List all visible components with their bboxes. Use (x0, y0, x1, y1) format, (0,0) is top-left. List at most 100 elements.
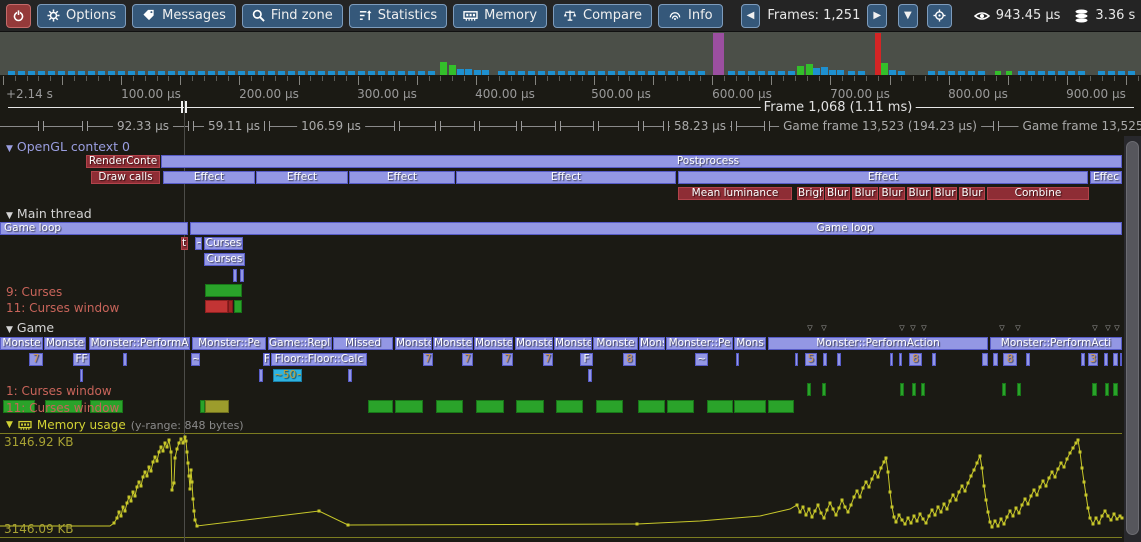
zone-bar[interactable] (200, 400, 205, 413)
zone-bar[interactable]: Game::Replay (268, 337, 332, 350)
zone-bar[interactable]: Monster::Pe (666, 337, 733, 350)
zone-bar[interactable] (205, 284, 242, 297)
messages-button[interactable]: Messages (132, 3, 236, 28)
zone-bar[interactable]: 3 (1088, 353, 1098, 366)
zone-bar[interactable] (395, 400, 423, 413)
zone-bar[interactable] (667, 400, 694, 413)
find-zone-button[interactable]: Find zone (241, 3, 343, 28)
goto-frame-button[interactable] (926, 3, 952, 28)
zone-bar[interactable] (205, 400, 229, 413)
zone-bar[interactable] (80, 369, 83, 382)
zone-bar[interactable] (921, 383, 925, 396)
collapsed-zone-marker-icon[interactable]: ▽ (1092, 324, 1098, 332)
zone-bar[interactable]: Effec (1090, 171, 1122, 184)
zone-bar[interactable]: Monste (395, 337, 432, 350)
zone-bar[interactable]: Effect (256, 171, 348, 184)
zone-bar[interactable] (807, 383, 811, 396)
zone-bar[interactable] (516, 400, 544, 413)
options-button[interactable]: Options (37, 3, 127, 28)
zone-bar[interactable]: Blur (959, 187, 985, 200)
zone-bar[interactable] (259, 369, 263, 382)
thread-track-label[interactable]: 9: Curses (6, 285, 63, 299)
zone-bar[interactable]: 7 (29, 353, 43, 366)
zone-bar[interactable] (1105, 383, 1109, 396)
zone-bar[interactable]: Effect (678, 171, 1088, 184)
zone-bar[interactable] (795, 353, 798, 366)
zone-bar[interactable]: Monste (0, 337, 43, 350)
zone-bar[interactable] (638, 400, 665, 413)
vertical-scrollbar[interactable] (1124, 136, 1141, 542)
compare-button[interactable]: Compare (553, 3, 653, 28)
zone-bar[interactable] (205, 300, 228, 313)
zone-bar[interactable]: Monster::PerformA (89, 337, 190, 350)
zone-bar[interactable] (436, 400, 463, 413)
zone-bar[interactable] (1081, 353, 1085, 366)
zone-bar[interactable] (993, 353, 998, 366)
zone-bar[interactable] (707, 400, 733, 413)
zone-bar[interactable] (588, 369, 592, 382)
zone-bar[interactable]: Monste (474, 337, 513, 350)
zone-bar[interactable]: 8 (909, 353, 922, 366)
zone-bar[interactable] (890, 353, 893, 366)
zone-bar[interactable]: Mean luminance (678, 187, 792, 200)
thread-header-opengl-context-0[interactable]: ▼ OpenGL context 0 (6, 139, 130, 154)
zone-bar[interactable]: Mons (639, 337, 665, 350)
collapsed-zone-marker-icon[interactable]: ▽ (807, 324, 813, 332)
zone-bar[interactable]: 8 (623, 353, 636, 366)
zone-bar[interactable] (768, 400, 794, 413)
thread-track-label[interactable]: 1: Curses window (6, 384, 112, 398)
zone-bar[interactable] (348, 369, 352, 382)
zone-bar[interactable]: Blur (907, 187, 931, 200)
zone-bar[interactable] (1113, 383, 1118, 396)
zone-bar[interactable]: Monster::Pe (192, 337, 266, 350)
zone-bar[interactable]: 7 (502, 353, 513, 366)
info-button[interactable]: Info (658, 3, 723, 28)
zone-bar[interactable] (932, 353, 936, 366)
zone-bar[interactable]: Brigh (797, 187, 824, 200)
zone-bar[interactable] (822, 383, 826, 396)
zone-bar[interactable]: F (580, 353, 593, 366)
collapsed-zone-marker-icon[interactable]: ▽ (1105, 324, 1111, 332)
scrollbar-thumb[interactable] (1126, 141, 1139, 535)
zone-bar[interactable]: ~ (695, 353, 708, 366)
memory-button[interactable]: Memory (453, 3, 548, 28)
zone-bar[interactable]: RenderConte (86, 155, 160, 168)
memory-plot-header[interactable]: ▼ Memory usage (y-range: 848 bytes) (6, 418, 244, 432)
zone-bar[interactable]: Curses (204, 237, 243, 250)
zone-bar[interactable]: 5 (805, 353, 817, 366)
zone-bar[interactable] (982, 353, 988, 366)
zone-bar[interactable] (368, 400, 393, 413)
zone-bar[interactable]: Missed (333, 337, 393, 350)
zone-bar[interactable]: ~ (195, 237, 202, 250)
zone-bar[interactable]: Combine (987, 187, 1089, 200)
zone-bar[interactable]: Game loop (0, 222, 188, 235)
zone-bar[interactable] (912, 383, 916, 396)
collapsed-zone-marker-icon[interactable]: ▽ (1015, 324, 1021, 332)
collapsed-zone-marker-icon[interactable]: ▽ (921, 324, 927, 332)
zone-bar[interactable]: Monste (554, 337, 592, 350)
zone-bar[interactable]: 7 (462, 353, 473, 366)
zone-bar[interactable]: Blur (825, 187, 850, 200)
zone-bar[interactable]: Floor::Floor::Calc (271, 353, 367, 366)
zone-bar[interactable]: Draw calls (91, 171, 160, 184)
zone-bar[interactable] (45, 400, 82, 413)
next-frame-button[interactable]: ▶ (867, 3, 888, 28)
zone-bar[interactable]: F (263, 353, 270, 366)
zone-bar[interactable] (736, 353, 739, 366)
zone-bar[interactable] (734, 400, 766, 413)
zone-bar[interactable] (3, 400, 35, 413)
zone-bar[interactable] (456, 171, 676, 184)
zone-bar[interactable]: ~50~ (273, 369, 302, 382)
prev-frame-button[interactable]: ◀ (740, 3, 761, 28)
zone-bar[interactable] (190, 222, 1122, 235)
zone-bar[interactable]: ti (181, 237, 188, 250)
zone-bar[interactable]: Monste (593, 337, 638, 350)
zone-bar[interactable]: ~ (191, 353, 200, 366)
zone-bar[interactable] (1113, 353, 1118, 366)
zone-bar[interactable] (161, 155, 1122, 168)
zone-bar[interactable] (1120, 353, 1122, 366)
zone-bar[interactable]: 8 (1003, 353, 1017, 366)
zone-bar[interactable] (90, 400, 123, 413)
zone-bar[interactable] (596, 400, 623, 413)
zone-bar[interactable] (1104, 353, 1108, 366)
